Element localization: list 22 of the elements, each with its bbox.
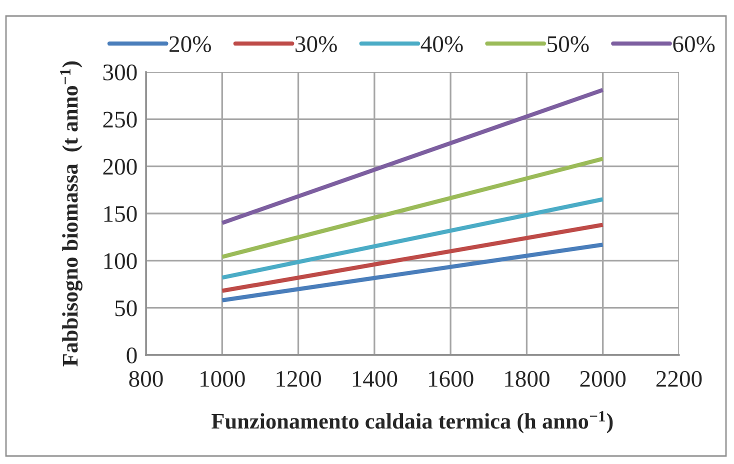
legend-label: 30%: [296, 36, 337, 52]
legend-label: 60%: [673, 36, 715, 52]
x-tick-label: 800: [129, 370, 163, 387]
legend-label: 50%: [548, 36, 589, 52]
y-tick-label: 50: [115, 300, 137, 316]
legend-label: 40%: [420, 36, 463, 52]
legend-label: 20%: [170, 36, 212, 52]
x-tick-label: 1600: [429, 370, 474, 387]
y-tick-label: 200: [103, 158, 137, 175]
x-tick-label: 2200: [656, 370, 702, 387]
x-tick-label: 1400: [352, 370, 398, 387]
y-axis-title: Fabbisogno biomassa (t anno$^{−1}$): [60, 61, 82, 366]
x-tick-label: 1200: [276, 370, 321, 387]
y-tick-label: 0: [126, 347, 137, 364]
y-tick-label: 300: [103, 64, 137, 80]
y-tick-label: 100: [104, 253, 137, 270]
x-axis-title: Funzionamento caldaia termica (h anno$^{−1}$): [212, 411, 613, 434]
x-tick-label: 1800: [505, 370, 550, 387]
y-tick-label: 150: [104, 206, 137, 222]
y-tick-label: 250: [103, 112, 137, 128]
x-tick-label: 2000: [580, 370, 626, 387]
x-tick-label: 1000: [200, 370, 245, 387]
